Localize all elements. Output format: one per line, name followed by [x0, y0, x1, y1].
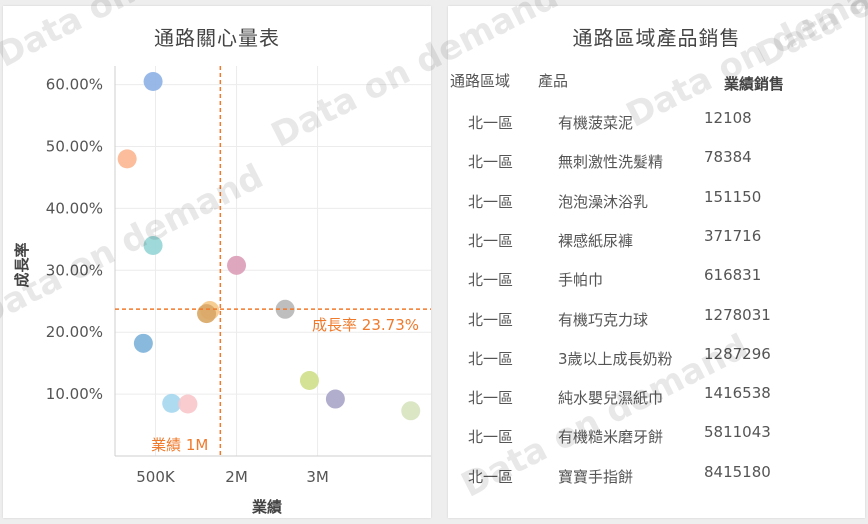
- cell-sales: 78384: [704, 148, 752, 167]
- scatter-point: [401, 401, 421, 421]
- cell-product: 3歲以上成長奶粉: [558, 349, 673, 368]
- x-tick-label: 2M: [225, 468, 248, 486]
- y-tick-label: 10.00%: [46, 385, 103, 403]
- scatter-point: [143, 71, 163, 91]
- scatter-point: [227, 255, 247, 275]
- cell-product: 純水嬰兒濕紙巾: [558, 389, 664, 408]
- scatter-point: [117, 149, 137, 169]
- x-tick-label: 3M: [306, 468, 329, 486]
- cell-product: 泡泡澡沐浴乳: [558, 192, 649, 211]
- x-tick-label: 500K: [136, 468, 176, 486]
- cell-sales: 371716: [704, 226, 762, 245]
- table-header-sales[interactable]: 業績銷售: [724, 75, 785, 93]
- y-tick-label: 40.00%: [46, 199, 103, 217]
- y-tick-label: 50.00%: [46, 137, 103, 155]
- cell-product: 有機菠菜泥: [558, 114, 634, 132]
- cell-sales: 12108: [704, 109, 752, 127]
- scatter-point: [162, 393, 182, 413]
- cell-region: 北一區: [468, 153, 514, 172]
- ref-label-sales: 業績 1M: [151, 436, 208, 454]
- cell-region: 北一區: [468, 389, 514, 408]
- cell-product: 寶寶手指餅: [558, 467, 634, 486]
- cell-region: 北一區: [468, 428, 514, 447]
- scatter-point: [133, 333, 153, 353]
- cell-product: 有機糙米磨牙餅: [558, 428, 664, 447]
- cell-region: 北一區: [468, 271, 514, 290]
- y-tick-label: 20.00%: [46, 323, 103, 341]
- cell-region: 北一區: [468, 231, 514, 250]
- scatter-point: [178, 394, 198, 414]
- cell-sales: 5811043: [704, 423, 771, 442]
- scatter-point: [197, 304, 217, 324]
- cell-product: 手帕巾: [558, 271, 604, 290]
- scatter-chart: 10.00% 20.00% 30.00% 40.00% 50.00% 60.00% 500K…: [13, 66, 431, 516]
- cell-product: 有機巧克力球: [558, 310, 649, 329]
- cell-region: 北一區: [468, 310, 514, 329]
- cell-product: 裸感紙尿褲: [558, 231, 634, 250]
- table-title: 通路區域產品銷售: [572, 26, 741, 50]
- cell-product: 無刺激性洗髮精: [558, 153, 664, 172]
- cell-region: 北一區: [468, 192, 514, 211]
- table-header-product[interactable]: 產品: [538, 72, 569, 90]
- scatter-point: [299, 370, 319, 390]
- y-tick-label: 60.00%: [46, 76, 103, 94]
- scatter-point: [143, 236, 163, 256]
- scatter-point: [325, 389, 345, 409]
- cell-region: 北一區: [468, 467, 514, 486]
- sales-table-panel: 通路區域產品銷售 通路區域 產品 業績銷售 北一區 有機菠菜泥 12108 北一區 無刺…: [448, 6, 865, 518]
- ref-label-growth: 成長率 23.73%: [312, 316, 419, 334]
- cell-region: 北一區: [468, 349, 514, 368]
- cell-sales: 1287296: [704, 344, 771, 363]
- y-tick-label: 30.00%: [46, 261, 103, 279]
- cell-sales: 616831: [704, 266, 762, 285]
- cell-sales: 151150: [704, 187, 762, 206]
- cell-sales: 1278031: [704, 305, 771, 324]
- scatter-chart-panel: 通路關心量表 10.00% 20.00% 30.00% 40.00% 50.00% 60.…: [3, 6, 431, 518]
- y-axis-title: 成長率: [13, 242, 31, 287]
- table-header-region[interactable]: 通路區域: [450, 72, 511, 90]
- chart-title: 通路關心量表: [154, 26, 280, 50]
- cell-region: 北一區: [468, 114, 514, 132]
- cell-sales: 8415180: [704, 462, 771, 481]
- x-axis-title: 業績: [251, 498, 282, 516]
- cell-sales: 1416538: [704, 384, 771, 403]
